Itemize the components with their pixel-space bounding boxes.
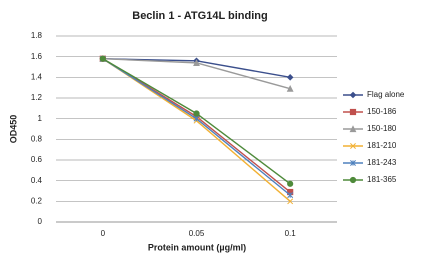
y-tick-label: 1: [38, 114, 43, 123]
legend-marker: [349, 91, 357, 99]
marker: [286, 84, 294, 92]
series-line: [102, 58, 291, 202]
y-tick-label: 0.2: [31, 196, 43, 205]
y-tick-label: 1.4: [31, 72, 43, 81]
legend-marker: [349, 125, 357, 133]
y-tick-label: 1.2: [31, 93, 43, 102]
legend-marker: [350, 160, 356, 166]
x-axis-title: Protein amount (µg/ml): [148, 242, 246, 252]
chart-title: Beclin 1 - ATG14L binding: [132, 10, 267, 22]
marker: [99, 55, 106, 62]
x-tick-label: 0: [101, 229, 106, 238]
y-tick-label: 1.6: [31, 52, 43, 61]
x-tick-label: 0.05: [189, 229, 205, 238]
y-tick-label: 0.4: [31, 176, 43, 185]
y-tick-label: 0.8: [31, 134, 43, 143]
y-tick-label: 0.6: [31, 155, 43, 164]
marker: [193, 115, 200, 122]
legend-marker: [349, 108, 357, 116]
x-tick-label: 0.1: [285, 229, 297, 238]
marker: [287, 180, 294, 187]
y-tick-label: 0: [38, 217, 43, 226]
legend-label: 181-243: [367, 158, 397, 167]
legend-label: 150-186: [367, 107, 397, 116]
legend-label: Flag alone: [367, 90, 405, 99]
legend-marker: [350, 143, 356, 149]
marker: [287, 192, 294, 199]
marker: [286, 74, 294, 81]
marker: [193, 110, 200, 117]
series-line: [102, 58, 291, 196]
legend-label: 181-210: [367, 141, 397, 150]
y-axis-title: OD450: [8, 115, 18, 144]
marker: [193, 59, 200, 66]
y-tick-label: 1.8: [31, 31, 43, 40]
legend-label: 181-365: [367, 175, 397, 184]
legend-marker: [349, 176, 357, 184]
marker: [287, 198, 294, 205]
legend-label: 150-180: [367, 124, 397, 133]
